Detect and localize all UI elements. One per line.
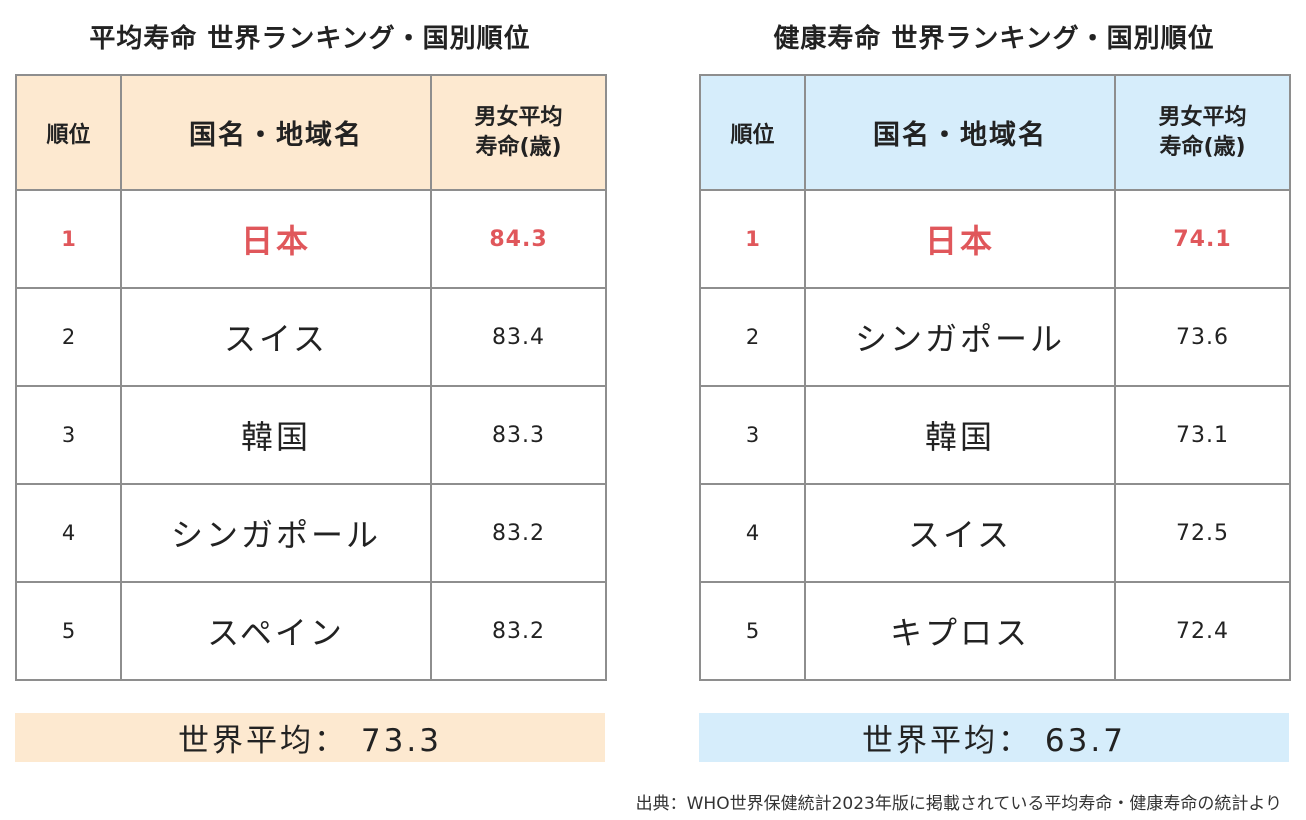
country-cell: シンガポール <box>804 287 1116 387</box>
header-value: 男女平均 寿命(歳) <box>1114 74 1291 191</box>
table-row: 4 シンガポール 83.2 <box>15 483 607 583</box>
table-header-row: 順位 国名・地域名 男女平均 寿命(歳) <box>699 74 1291 191</box>
header-value-line2: 寿命(歳) <box>475 134 562 160</box>
table-header-row: 順位 国名・地域名 男女平均 寿命(歳) <box>15 74 607 191</box>
value-cell: 72.5 <box>1114 483 1291 583</box>
table-row: 2 スイス 83.4 <box>15 287 607 387</box>
value-cell: 83.3 <box>430 385 607 485</box>
table-row: 5 キプロス 72.4 <box>699 581 1291 681</box>
header-value-line1: 男女平均 <box>474 104 563 130</box>
header-country: 国名・地域名 <box>804 74 1116 191</box>
value-cell: 73.6 <box>1114 287 1291 387</box>
value-cell: 74.1 <box>1114 189 1291 289</box>
rank-cell: 5 <box>699 581 806 681</box>
header-value: 男女平均 寿命(歳) <box>430 74 607 191</box>
value-cell: 72.4 <box>1114 581 1291 681</box>
country-cell: 日本 <box>120 189 432 289</box>
source-note: 出典：WHO世界保健統計2023年版に掲載されている平均寿命・健康寿命の統計より <box>635 794 1282 814</box>
country-cell: スペイン <box>120 581 432 681</box>
table-row: 3 韓国 73.1 <box>699 385 1291 485</box>
country-cell: 日本 <box>804 189 1116 289</box>
header-value-line1: 男女平均 <box>1158 104 1247 130</box>
country-cell: スイス <box>804 483 1116 583</box>
healthy-life-expectancy-title: 健康寿命 世界ランキング・国別順位 <box>773 24 1215 54</box>
header-rank: 順位 <box>15 74 122 191</box>
rank-cell: 2 <box>15 287 122 387</box>
rank-cell: 4 <box>699 483 806 583</box>
table-row: 2 シンガポール 73.6 <box>699 287 1291 387</box>
rank-cell: 4 <box>15 483 122 583</box>
rank-cell: 2 <box>699 287 806 387</box>
rank-cell: 3 <box>699 385 806 485</box>
healthy-life-expectancy-table: 順位 国名・地域名 男女平均 寿命(歳) 1 日本 74.1 2 シンガポール … <box>699 74 1291 681</box>
world-average-bar: 世界平均： 63.7 <box>699 713 1289 762</box>
value-cell: 83.4 <box>430 287 607 387</box>
table-row: 1 日本 84.3 <box>15 189 607 289</box>
life-expectancy-table: 順位 国名・地域名 男女平均 寿命(歳) 1 日本 84.3 2 スイス 83.… <box>15 74 607 681</box>
value-cell: 83.2 <box>430 483 607 583</box>
country-cell: キプロス <box>804 581 1116 681</box>
table-row: 1 日本 74.1 <box>699 189 1291 289</box>
country-cell: シンガポール <box>120 483 432 583</box>
rank-cell: 5 <box>15 581 122 681</box>
table-row: 4 スイス 72.5 <box>699 483 1291 583</box>
header-country: 国名・地域名 <box>120 74 432 191</box>
value-cell: 84.3 <box>430 189 607 289</box>
header-value-line2: 寿命(歳) <box>1159 134 1246 160</box>
rank-cell: 3 <box>15 385 122 485</box>
value-cell: 73.1 <box>1114 385 1291 485</box>
value-cell: 83.2 <box>430 581 607 681</box>
world-average-bar: 世界平均： 73.3 <box>15 713 605 762</box>
table-row: 3 韓国 83.3 <box>15 385 607 485</box>
rank-cell: 1 <box>699 189 806 289</box>
table-row: 5 スペイン 83.2 <box>15 581 607 681</box>
rank-cell: 1 <box>15 189 122 289</box>
life-expectancy-title: 平均寿命 世界ランキング・国別順位 <box>89 24 531 54</box>
country-cell: 韓国 <box>120 385 432 485</box>
country-cell: スイス <box>120 287 432 387</box>
country-cell: 韓国 <box>804 385 1116 485</box>
header-rank: 順位 <box>699 74 806 191</box>
